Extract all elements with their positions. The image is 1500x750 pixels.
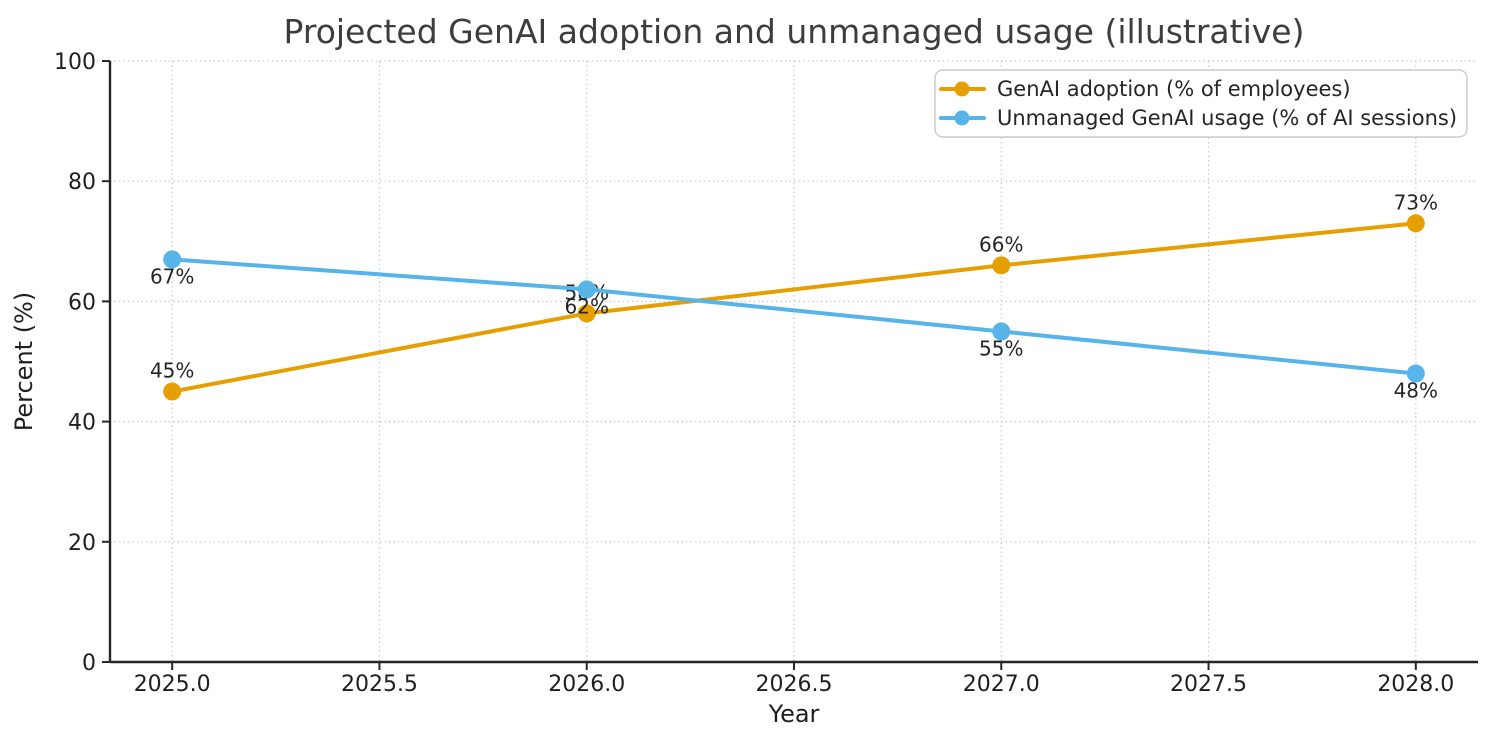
- data-point-label: 62%: [565, 294, 609, 318]
- data-point-label: 66%: [979, 232, 1023, 256]
- x-tick-label: 2026.0: [548, 672, 625, 697]
- legend-item-label: GenAI adoption (% of employees): [997, 77, 1351, 101]
- data-point-marker-genai-adoption: [1406, 214, 1425, 233]
- x-tick-label: 2025.5: [341, 672, 418, 697]
- series-line-genai-adoption: [170, 221, 1418, 394]
- x-tick-label: 2026.5: [756, 672, 833, 697]
- legend-swatch-marker: [954, 81, 970, 97]
- chart-title: Projected GenAI adoption and unmanaged u…: [284, 12, 1305, 51]
- data-point-marker-unmanaged-usage: [1406, 364, 1425, 383]
- data-point-label: 45%: [150, 359, 194, 383]
- data-point-label: 73%: [1394, 190, 1438, 214]
- legend-box: [934, 69, 1468, 138]
- series-line-unmanaged-usage: [170, 257, 1418, 376]
- y-tick-label: 0: [82, 651, 96, 676]
- y-tick-label: 20: [68, 531, 96, 556]
- legend-item-label: Unmanaged GenAI usage (% of AI sessions): [997, 106, 1457, 130]
- data-point-marker-unmanaged-usage: [577, 280, 596, 299]
- y-tick-label: 80: [68, 170, 96, 195]
- x-tick-label: 2027.5: [1170, 672, 1247, 697]
- data-point-marker-genai-adoption: [577, 304, 596, 323]
- data-point-marker-unmanaged-usage: [163, 250, 182, 269]
- y-axis-label: Percent (%): [10, 292, 38, 431]
- data-point-label: 67%: [150, 264, 194, 288]
- legend-swatch-marker: [954, 110, 970, 126]
- data-point-label: 55%: [979, 336, 1023, 360]
- y-tick-label: 40: [68, 411, 96, 436]
- data-point-marker-genai-adoption: [163, 382, 182, 401]
- data-point-marker-genai-adoption: [992, 256, 1011, 275]
- y-tick-label: 100: [54, 50, 96, 75]
- x-tick-label: 2028.0: [1377, 672, 1454, 697]
- data-point-label: 48%: [1394, 379, 1438, 403]
- x-axis-label: Year: [768, 700, 820, 728]
- y-tick-label: 60: [68, 290, 96, 315]
- x-tick-label: 2025.0: [134, 672, 211, 697]
- x-tick-label: 2027.0: [963, 672, 1040, 697]
- data-point-marker-unmanaged-usage: [992, 322, 1011, 341]
